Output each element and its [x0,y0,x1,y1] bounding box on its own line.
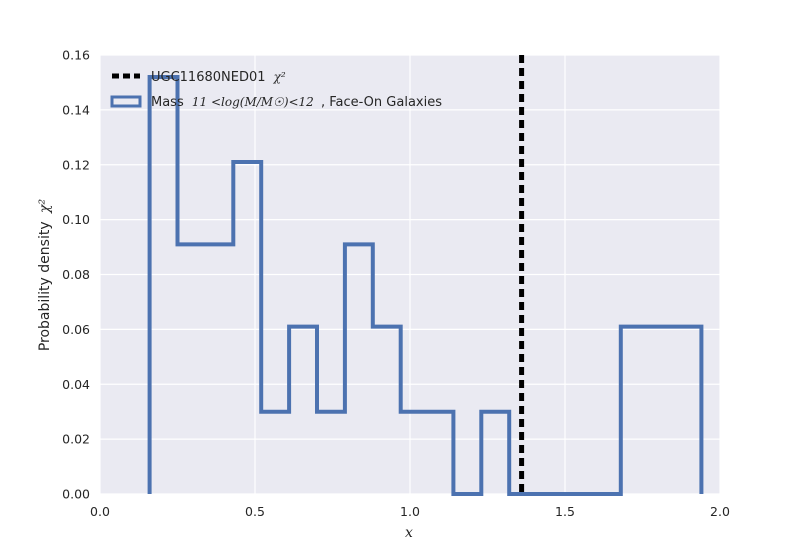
y-axis-label-math: χ² [37,198,53,213]
legend-hist-prefix: Mass [151,95,184,110]
y-tick-label: 0.06 [62,322,90,337]
histogram-step-line [147,74,704,496]
y-tick-label: 0.08 [62,267,90,282]
y-tick-label: 0.02 [62,432,90,447]
y-tick-label: 0.16 [62,48,90,63]
y-tick-label: 0.12 [62,157,90,172]
y-tick-label: 0.00 [62,487,90,502]
x-tick-labels: 0.0 0.5 1.0 1.5 2.0 [90,504,730,519]
legend-hist-math: 11 <log(M/M☉)<12 [192,95,314,109]
y-tick-label: 0.10 [62,212,90,227]
y-axis-label: Probability density χ² [37,198,53,351]
grid-lines [99,54,721,495]
legend-swatch-histogram [110,95,142,108]
x-axis-label: x [405,525,413,541]
x-tick-label: 1.5 [555,504,575,519]
y-axis-label-text: Probability density [37,221,53,351]
y-tick-label: 0.14 [62,102,90,117]
x-tick-label: 0.0 [90,504,110,519]
legend-entry-vline: UGC11680NED01 χ² [151,70,286,85]
y-tick-labels: 0.00 0.02 0.04 0.06 0.08 0.10 0.12 0.14 0.16 [62,48,90,502]
x-tick-label: 0.5 [245,504,265,519]
legend-hist-suffix: , Face-On Galaxies [321,95,442,110]
legend-vline-math: χ² [273,70,286,84]
y-tick-label: 0.04 [62,377,90,392]
legend-vline-name: UGC11680NED01 [151,70,266,85]
legend: UGC11680NED01 χ² Mass 11 <log(M/M☉)<12 ,… [110,70,442,110]
x-tick-label: 2.0 [710,504,730,519]
legend-entry-histogram: Mass 11 <log(M/M☉)<12 , Face-On Galaxies [151,95,442,110]
x-tick-label: 1.0 [400,504,420,519]
